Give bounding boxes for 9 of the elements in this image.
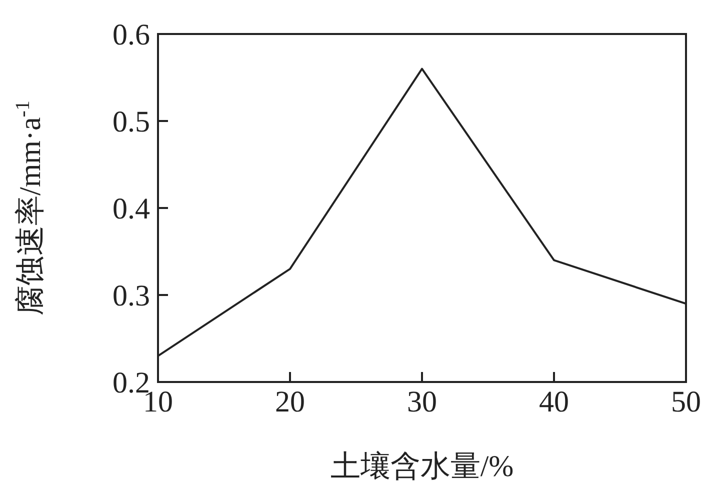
y-tick-label: 0.6 bbox=[112, 18, 150, 52]
y-tick-label: 0.3 bbox=[112, 280, 150, 313]
y-tick-label: 0.4 bbox=[112, 192, 150, 226]
y-tick-label: 0.5 bbox=[112, 106, 150, 139]
x-axis-title: 土壤含水量/% bbox=[330, 450, 514, 483]
x-tick-label: 50 bbox=[671, 385, 701, 418]
x-tick-label: 40 bbox=[539, 385, 569, 418]
x-tick-label: 20 bbox=[275, 385, 305, 418]
x-tick-label: 30 bbox=[407, 385, 437, 418]
